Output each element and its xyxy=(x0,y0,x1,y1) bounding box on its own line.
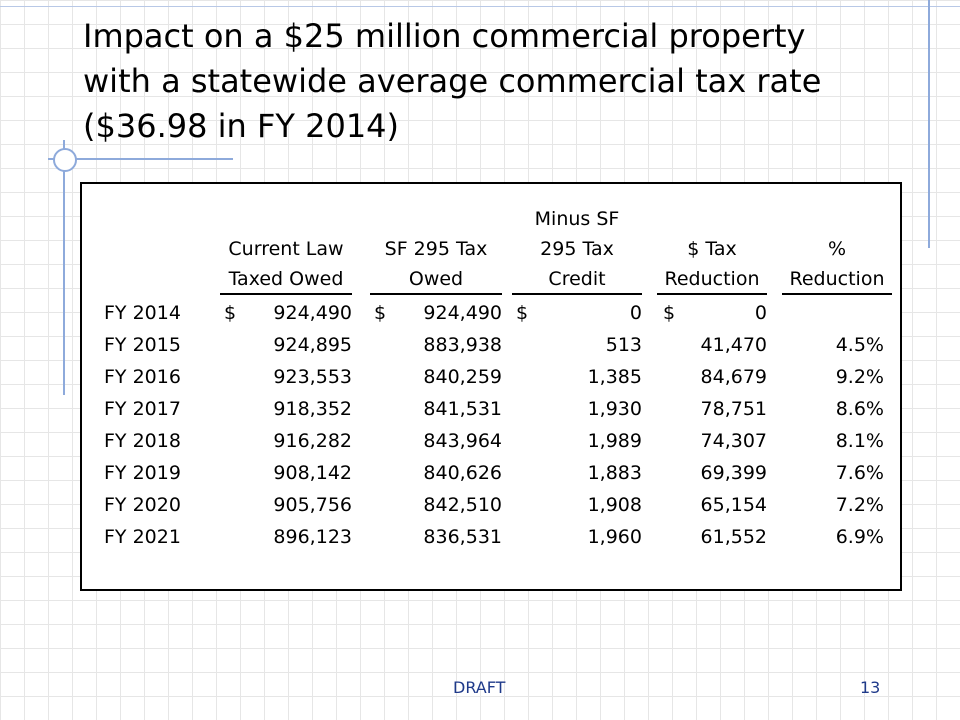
percent-cell: 7.2% xyxy=(835,494,884,516)
sf295-cell: 843,964 xyxy=(423,430,502,452)
sf295-cell: 842,510 xyxy=(423,494,502,516)
percent-cell: 6.9% xyxy=(835,526,884,548)
table-row: FY 2020 905,756 842,510 1,908 65,154 7.2… xyxy=(82,489,900,521)
reduction-cell: 84,679 xyxy=(700,366,767,388)
sf295-cell: 840,259 xyxy=(423,366,502,388)
top-rule xyxy=(0,6,960,7)
reduction-cell: 69,399 xyxy=(700,462,767,484)
header-percent-reduction: % Reduction xyxy=(789,238,885,290)
title-line: with a statewide average commercial tax … xyxy=(83,62,822,100)
year-cell: FY 2019 xyxy=(104,462,181,484)
header-underline xyxy=(370,293,502,295)
percent-cell: 4.5% xyxy=(835,334,884,356)
year-cell: FY 2015 xyxy=(104,334,181,356)
sf295-cell: 840,626 xyxy=(423,462,502,484)
left-accent-line xyxy=(63,140,65,395)
reduction-cell: 41,470 xyxy=(700,334,767,356)
title-line: ($36.98 in FY 2014) xyxy=(83,107,400,145)
credit-cell: 1,989 xyxy=(587,430,642,452)
title-underline-accent xyxy=(48,158,233,160)
year-cell: FY 2021 xyxy=(104,526,181,548)
reduction-cell: 61,552 xyxy=(700,526,767,548)
table-row: FY 2017 918,352 841,531 1,930 78,751 8.6… xyxy=(82,393,900,425)
table-row: FY 2016 923,553 840,259 1,385 84,679 9.2… xyxy=(82,361,900,393)
title-line: Impact on a $25 million commercial prope… xyxy=(83,17,806,55)
percent-cell: 8.6% xyxy=(835,398,884,420)
accent-circle xyxy=(53,148,77,172)
header-minus-sf295-credit: Minus SF 295 Tax Credit xyxy=(534,208,620,290)
reduction-cell: 0 xyxy=(754,302,767,324)
currency-symbol: $ xyxy=(374,302,387,324)
sf295-cell: 924,490 xyxy=(423,302,502,324)
header-current-law: Current Law Taxed Owed xyxy=(228,238,344,290)
year-cell: FY 2020 xyxy=(104,494,181,516)
page-number: 13 xyxy=(860,678,881,697)
sf295-cell: 841,531 xyxy=(423,398,502,420)
credit-cell: 0 xyxy=(629,302,642,324)
right-accent-line xyxy=(928,0,930,248)
table-row: FY 2019 908,142 840,626 1,883 69,399 7.6… xyxy=(82,457,900,489)
slide-title: Impact on a $25 million commercial prope… xyxy=(83,14,863,149)
credit-cell: 1,385 xyxy=(587,366,642,388)
table-row: FY 2021 896,123 836,531 1,960 61,552 6.9… xyxy=(82,521,900,553)
percent-cell: 7.6% xyxy=(835,462,884,484)
credit-cell: 1,908 xyxy=(587,494,642,516)
current-law-cell: 908,142 xyxy=(273,462,352,484)
credit-cell: 513 xyxy=(605,334,642,356)
current-law-cell: 916,282 xyxy=(273,430,352,452)
current-law-cell: 924,895 xyxy=(273,334,352,356)
reduction-cell: 65,154 xyxy=(700,494,767,516)
table-row: FY 2015 924,895 883,938 513 41,470 4.5% xyxy=(82,329,900,361)
current-law-cell: 918,352 xyxy=(273,398,352,420)
current-law-cell: 923,553 xyxy=(273,366,352,388)
year-cell: FY 2016 xyxy=(104,366,181,388)
table-row: FY 2014 $ 924,490 $ 924,490 $ 0 $ 0 xyxy=(82,297,900,329)
current-law-cell: 924,490 xyxy=(273,302,352,324)
header-underline xyxy=(512,293,642,295)
year-cell: FY 2014 xyxy=(104,302,181,324)
header-underline xyxy=(657,293,767,295)
credit-cell: 1,883 xyxy=(587,462,642,484)
header-dollar-tax-reduction: $ Tax Reduction xyxy=(664,238,760,290)
current-law-cell: 905,756 xyxy=(273,494,352,516)
table-row: FY 2018 916,282 843,964 1,989 74,307 8.1… xyxy=(82,425,900,457)
currency-symbol: $ xyxy=(663,302,676,324)
year-cell: FY 2018 xyxy=(104,430,181,452)
sf295-cell: 836,531 xyxy=(423,526,502,548)
tax-impact-table: Current Law Taxed Owed SF 295 Tax Owed M… xyxy=(80,182,902,591)
reduction-cell: 74,307 xyxy=(700,430,767,452)
credit-cell: 1,930 xyxy=(587,398,642,420)
percent-cell: 8.1% xyxy=(835,430,884,452)
percent-cell: 9.2% xyxy=(835,366,884,388)
currency-symbol: $ xyxy=(224,302,237,324)
sf295-cell: 883,938 xyxy=(423,334,502,356)
footer-draft-label: DRAFT xyxy=(453,678,506,697)
year-cell: FY 2017 xyxy=(104,398,181,420)
credit-cell: 1,960 xyxy=(587,526,642,548)
header-underline xyxy=(220,293,352,295)
header-underline xyxy=(782,293,892,295)
current-law-cell: 896,123 xyxy=(273,526,352,548)
currency-symbol: $ xyxy=(516,302,529,324)
reduction-cell: 78,751 xyxy=(700,398,767,420)
header-sf295-tax-owed: SF 295 Tax Owed xyxy=(384,238,488,290)
